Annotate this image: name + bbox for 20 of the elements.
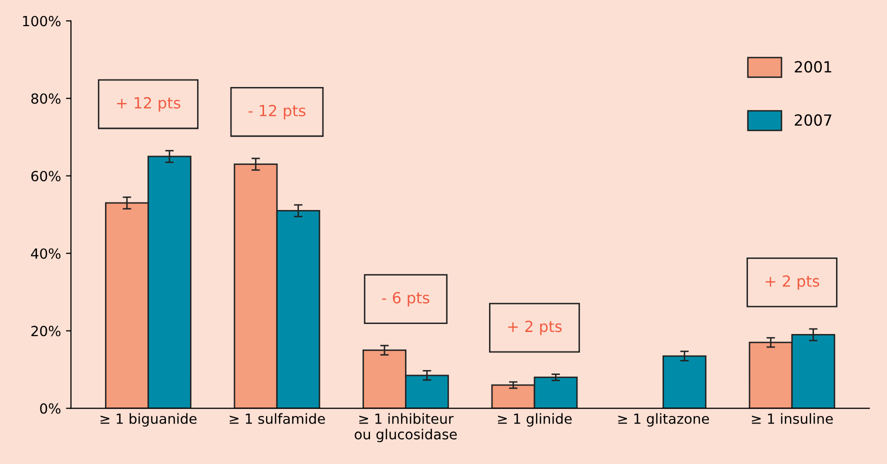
x-tick-label: ≥ 1 glitazone <box>618 413 709 427</box>
x-tick-label: ≥ 1 sulfamide <box>230 413 325 424</box>
y-tick-label: 40% <box>31 248 60 259</box>
y-tick-label: 100% <box>23 16 60 26</box>
bar <box>662 355 706 408</box>
annotation: + 2 pts <box>766 275 820 290</box>
legend-label: 2007 <box>794 114 832 126</box>
x-tick-label: ≥ 1 biguanide <box>100 413 197 427</box>
annotation: + 12 pts <box>117 97 180 112</box>
y-tick-label: 20% <box>31 326 60 336</box>
legend-label: 2001 <box>794 61 832 73</box>
annotation: - 12 pts <box>248 104 306 120</box>
x-tick-label: ≥ 1 inhibiteur ou glucosidase <box>354 413 457 442</box>
y-tick-label: 60% <box>31 170 60 182</box>
x-tick-label: ≥ 1 insuline <box>752 413 833 424</box>
x-tick-label: ≥ 1 glinide <box>498 413 572 427</box>
y-tick-label: 80% <box>31 93 60 104</box>
annotation: + 2 pts <box>508 320 562 336</box>
y-tick-label: 0% <box>40 403 60 414</box>
annotation: - 6 pts <box>382 292 430 306</box>
